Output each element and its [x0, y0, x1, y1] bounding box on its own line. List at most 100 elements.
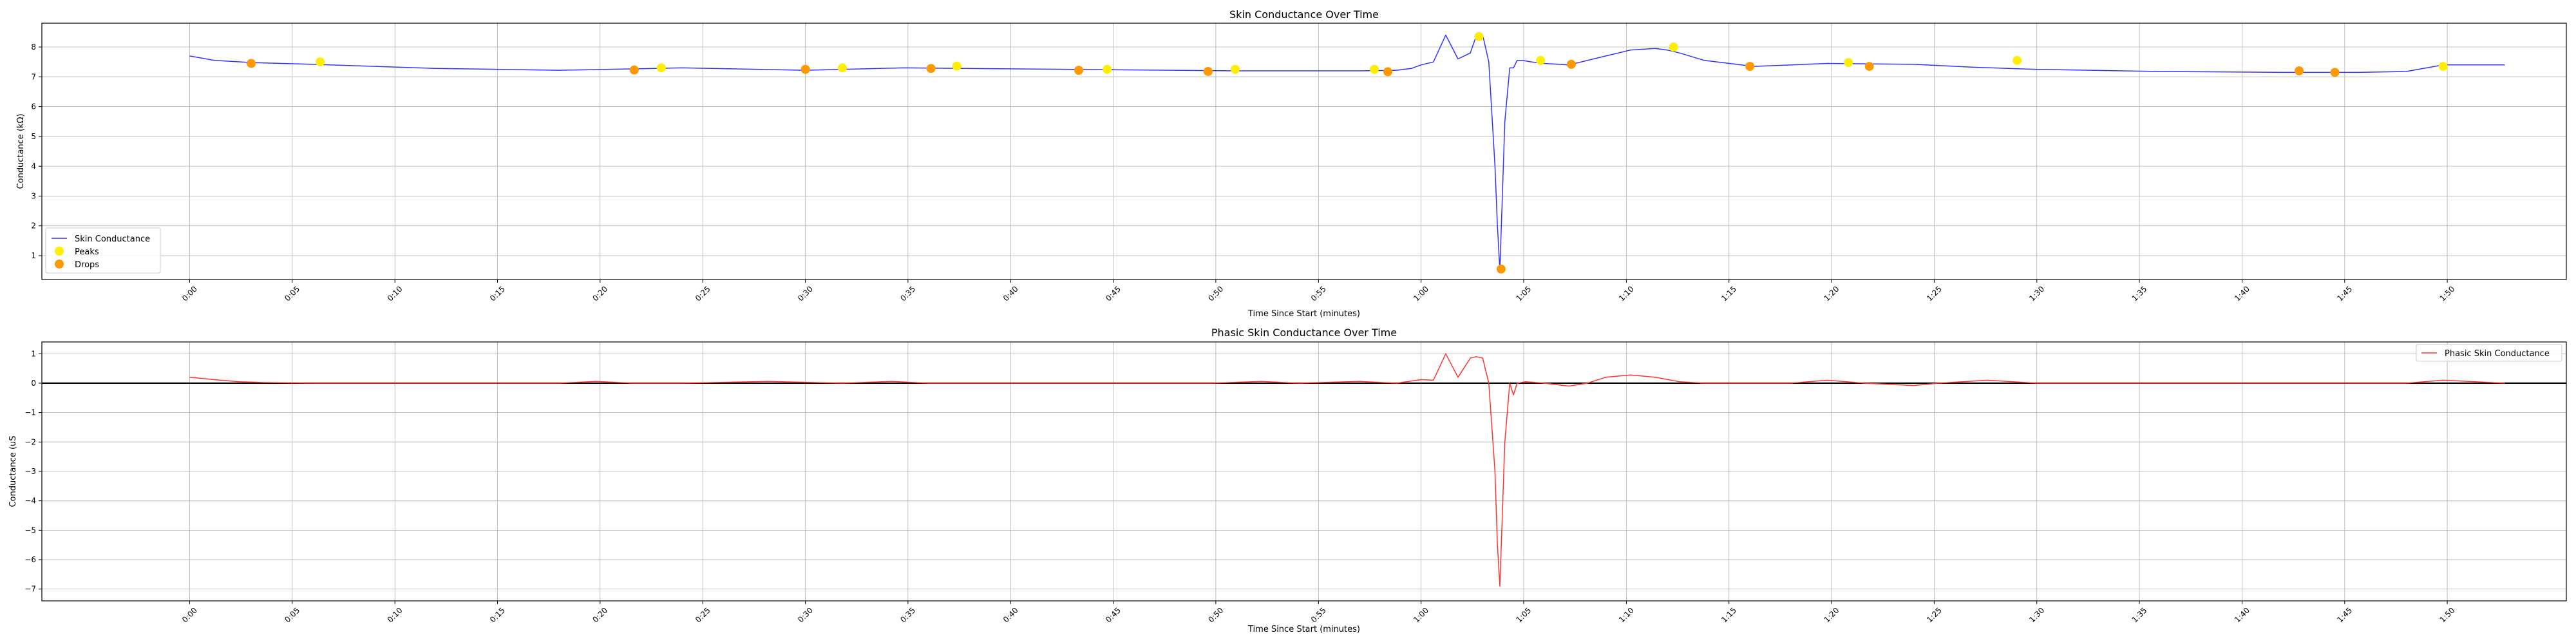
- conductance-x-tick-label: 0:40: [1001, 285, 1020, 303]
- conductance-x-tick-label: 1:45: [2335, 285, 2354, 303]
- phasic-x-tick-label: 0:55: [1309, 606, 1328, 625]
- drops-marker: [2295, 66, 2304, 76]
- conductance-x-tick-label: 1:10: [1617, 285, 1636, 303]
- conductance-x-ticks: 0:00 0:05 0:10 0:15 0:20 0:25 0:30 0:35 0:40 0:45…: [180, 279, 2457, 303]
- conductance-plot-area: [189, 32, 2505, 274]
- phasic-x-tick-label: 0:30: [796, 606, 815, 625]
- peaks-marker: [1103, 64, 1112, 74]
- conductance-legend: Skin Conductance Peaks Drops: [45, 227, 161, 274]
- phasic-y-tick-label: −3: [24, 467, 36, 476]
- phasic-plot-area: [42, 353, 2566, 587]
- conductance-x-tick-label: 0:10: [386, 285, 404, 303]
- phasic-x-tick-label: 0:05: [283, 606, 301, 625]
- conductance-x-tick-label: 1:20: [1823, 285, 1841, 303]
- conductance-y-tick-label: 1: [31, 251, 36, 260]
- drops-marker: [926, 64, 936, 73]
- drops-marker: [1864, 62, 1874, 71]
- conductance-x-tick-label: 1:25: [1925, 285, 1944, 303]
- conductance-x-tick-label: 0:25: [694, 285, 712, 303]
- conductance-y-tick-label: 4: [31, 162, 36, 171]
- phasic-grid: [42, 342, 2566, 601]
- phasic-x-tick-label: 0:35: [898, 606, 917, 625]
- peaks-marker: [2438, 62, 2448, 71]
- phasic-x-axis-label: Time Since Start (minutes): [1247, 625, 1360, 634]
- legend-drops-label: Drops: [75, 260, 99, 270]
- conductance-x-tick-label: 0:35: [898, 285, 917, 303]
- drops-marker: [1566, 59, 1576, 69]
- phasic-y-tick-label: −2: [24, 437, 36, 446]
- conductance-grid: [42, 23, 2566, 279]
- phasic-x-tick-label: 0:10: [386, 606, 404, 625]
- conductance-axes: Skin Conductance Over Time 0:00 0:05 0:10 0…: [16, 8, 2567, 319]
- phasic-x-tick-label: 0:25: [694, 606, 712, 625]
- conductance-x-tick-label: 0:45: [1104, 285, 1122, 303]
- phasic-y-axis-label: Conductance (uS: [8, 435, 18, 507]
- phasic-y-tick-label: −4: [24, 497, 36, 506]
- phasic-x-ticks: 0:00 0:05 0:10 0:15 0:20 0:25 0:30 0:35 0:40 0:45…: [180, 601, 2457, 624]
- drops-marker: [800, 64, 810, 74]
- legend-peaks-label: Peaks: [75, 247, 99, 257]
- peaks-marker: [316, 57, 325, 67]
- peaks-marker: [837, 63, 847, 73]
- skin-conductance-line: [189, 34, 2505, 271]
- peaks-marker: [1844, 58, 1853, 68]
- conductance-x-axis-label: Time Since Start (minutes): [1247, 309, 1360, 319]
- peaks-marker: [1369, 64, 1379, 74]
- conductance-x-tick-label: 0:00: [180, 285, 199, 303]
- conductance-axes-frame: [41, 23, 2567, 280]
- phasic-y-tick-label: 1: [31, 349, 36, 358]
- phasic-x-tick-label: 1:25: [1925, 606, 1944, 625]
- phasic-y-tick-label: −7: [24, 585, 36, 594]
- conductance-x-tick-label: 1:05: [1514, 285, 1533, 303]
- phasic-x-tick-label: 0:20: [591, 606, 609, 625]
- conductance-y-tick-label: 3: [31, 191, 36, 200]
- phasic-x-tick-label: 0:45: [1104, 606, 1122, 625]
- phasic-x-tick-label: 1:35: [2130, 606, 2149, 625]
- phasic-y-tick-label: −5: [24, 526, 36, 535]
- conductance-x-tick-label: 0:15: [488, 285, 507, 303]
- drops-marker: [1074, 66, 1084, 75]
- peaks-marker: [656, 63, 666, 73]
- conductance-x-tick-label: 1:50: [2438, 285, 2457, 303]
- conductance-x-tick-label: 0:20: [591, 285, 609, 303]
- phasic-y-ticks: 1 0 −1 −2 −3 −4 −5 −6 −7: [24, 349, 42, 594]
- phasic-x-tick-label: 0:15: [488, 606, 507, 625]
- conductance-y-tick-label: 2: [31, 222, 36, 231]
- peaks-marker: [1536, 55, 1546, 65]
- conductance-x-tick-label: 1:30: [2027, 285, 2046, 303]
- conductance-x-tick-label: 1:00: [1412, 285, 1430, 303]
- conductance-y-axis-label: Conductance (kΩ): [16, 113, 26, 189]
- phasic-skin-conductance-line: [189, 353, 2505, 587]
- phasic-x-tick-label: 1:10: [1617, 606, 1636, 625]
- phasic-x-tick-label: 1:05: [1514, 606, 1533, 625]
- legend-skin-conductance-label: Skin Conductance: [75, 234, 150, 244]
- phasic-x-tick-label: 1:00: [1412, 606, 1430, 625]
- drops-marker: [247, 59, 256, 68]
- conductance-x-tick-label: 0:05: [283, 285, 301, 303]
- conductance-x-tick-label: 0:30: [796, 285, 815, 303]
- phasic-x-tick-label: 1:30: [2027, 606, 2046, 625]
- phasic-legend: Phasic Skin Conductance: [2416, 344, 2562, 362]
- phasic-x-tick-label: 0:40: [1001, 606, 1020, 625]
- drops-marker: [1203, 66, 1213, 76]
- phasic-x-tick-label: 1:15: [1719, 606, 1738, 625]
- legend-peaks-swatch: [55, 247, 64, 256]
- drops-marker: [629, 65, 639, 75]
- phasic-x-tick-label: 1:20: [1823, 606, 1841, 625]
- phasic-y-tick-label: −1: [24, 408, 36, 417]
- drops-marker: [1383, 67, 1393, 77]
- conductance-y-tick-label: 6: [31, 102, 36, 111]
- drops-marker: [1745, 62, 1755, 71]
- phasic-y-tick-label: 0: [31, 379, 36, 388]
- conductance-x-tick-label: 1:15: [1719, 285, 1738, 303]
- conductance-x-tick-label: 1:35: [2130, 285, 2149, 303]
- conductance-y-ticks: 1 2 3 4 5 6 7 8: [31, 43, 42, 260]
- legend-drops-swatch: [55, 260, 64, 269]
- peaks-marker: [952, 61, 961, 71]
- drops-marker: [1496, 264, 1506, 274]
- conductance-chart-title: Skin Conductance Over Time: [1229, 8, 1379, 21]
- conductance-x-tick-label: 0:55: [1309, 285, 1328, 303]
- peaks-marker: [1669, 43, 1678, 52]
- conductance-y-tick-label: 7: [31, 72, 36, 81]
